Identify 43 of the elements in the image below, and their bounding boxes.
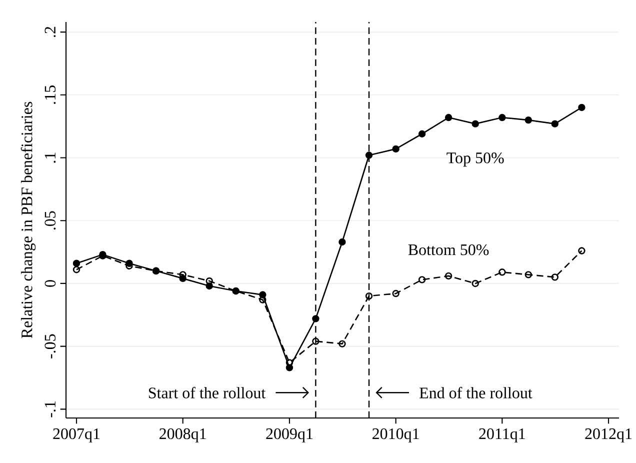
- y-tick-label: .1: [44, 152, 56, 163]
- point: [365, 292, 373, 300]
- ref-line-label: End of the rollout: [420, 386, 532, 398]
- point: [498, 114, 506, 122]
- x-tick-label: 2011q1: [479, 428, 525, 442]
- point: [418, 276, 426, 284]
- point: [365, 152, 373, 159]
- y-tick-label: .05: [44, 211, 56, 230]
- point: [312, 315, 320, 322]
- point: [312, 338, 320, 345]
- point: [392, 290, 400, 298]
- y-tick-label: .2: [44, 26, 56, 37]
- point: [524, 116, 532, 124]
- point: [72, 266, 80, 274]
- point: [338, 238, 346, 246]
- y-tick-label: 0: [44, 280, 56, 287]
- y-tick-label: -.05: [44, 334, 56, 358]
- point: [578, 247, 586, 254]
- point: [392, 145, 400, 153]
- y-tick-label: .15: [44, 86, 56, 104]
- point: [472, 280, 479, 288]
- x-tick-label: 2007q1: [53, 428, 100, 442]
- point: [551, 274, 558, 281]
- point: [444, 272, 452, 280]
- series-label: Bottom 50%: [408, 244, 489, 256]
- y-tick-label: -.1: [44, 401, 56, 418]
- x-tick-label: 2012q1: [585, 428, 632, 442]
- point: [524, 271, 532, 278]
- point: [551, 120, 558, 128]
- point: [72, 260, 80, 267]
- point: [472, 120, 479, 128]
- series-label: Top 50%: [446, 152, 504, 167]
- point: [418, 130, 426, 138]
- point: [578, 104, 586, 112]
- x-tick-label: 2009q1: [266, 428, 313, 442]
- point: [338, 340, 346, 348]
- point: [259, 296, 266, 304]
- y-axis-title: Relative change in PBF beneficiaries: [20, 102, 36, 338]
- point: [498, 268, 506, 276]
- x-tick-label: 2010q1: [372, 428, 419, 442]
- x-tick-label: 2008q1: [160, 428, 206, 442]
- ref-line-label: Start of the rollout: [148, 386, 266, 398]
- point: [444, 114, 452, 122]
